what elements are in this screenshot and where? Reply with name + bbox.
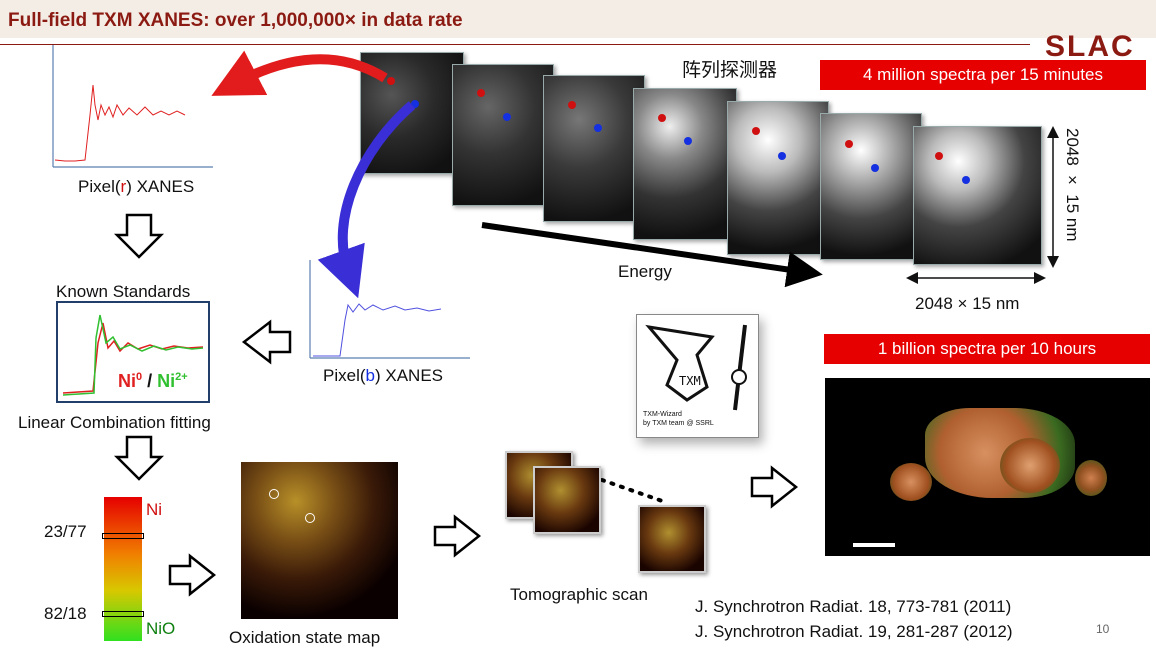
wizard-caption: TXM-Wizard by TXM team @ SSRL (643, 411, 714, 427)
tomo-thumb (638, 505, 706, 573)
particle (890, 463, 932, 501)
energy-label: Energy (618, 262, 672, 281)
particle (1075, 460, 1107, 496)
3d-rendering (825, 378, 1150, 556)
red-pixel-marker (568, 101, 576, 109)
right-arrow-icon (433, 514, 482, 558)
scale-bar (853, 543, 895, 547)
marker-circle (269, 489, 279, 499)
blue-pixel-marker (411, 100, 419, 108)
red-pixel-marker (935, 152, 943, 160)
pixel-r-label: Pixel(r) XANES (78, 177, 195, 196)
red-pixel-marker (387, 77, 395, 85)
blue-pixel-marker (594, 124, 602, 132)
xanes-plot-red (52, 45, 213, 168)
pixel-b-label: Pixel(b) XANES (323, 366, 444, 385)
page-number: 10 (1096, 622, 1110, 636)
standards-legend: Ni0 / Ni2+ (118, 371, 188, 391)
slac-logo: SLAC (1045, 30, 1135, 63)
lcf-label: Linear Combination fitting (18, 413, 211, 432)
blue-pixel-marker (871, 164, 879, 172)
red-pixel-marker (752, 127, 760, 135)
txm-wizard-logo: TXM TXM-Wizard by TXM team @ SSRL (636, 314, 759, 438)
down-arrow-icon (113, 213, 165, 259)
known-standards-label: Known Standards (56, 282, 191, 301)
red-curved-arrow (211, 50, 388, 96)
wizard-icon: TXM (645, 324, 747, 411)
scale-top-label: Ni (146, 500, 163, 519)
image-tile (727, 101, 829, 255)
banner-1-billion: 1 billion spectra per 10 hours (824, 334, 1150, 364)
image-tile (452, 64, 554, 206)
tomo-thumb (533, 466, 601, 534)
marker-circle (305, 513, 315, 523)
blue-pixel-marker (962, 176, 970, 184)
reference-2: J. Synchrotron Radiat. 19, 281-287 (2012… (695, 622, 1013, 641)
scale-marker-82-18 (102, 611, 144, 617)
image-tile (633, 88, 737, 240)
standards-plot (62, 314, 204, 396)
oxidation-map-label: Oxidation state map (229, 628, 381, 647)
slide-title: Full-field TXM XANES: over 1,000,000× in… (8, 10, 463, 31)
svg-text:TXM: TXM (679, 374, 701, 388)
blue-pixel-marker (503, 113, 511, 121)
red-pixel-marker (477, 89, 485, 97)
red-pixel-marker (658, 114, 666, 122)
red-pixel-marker (845, 140, 853, 148)
scale-mark-1: 23/77 (44, 522, 87, 541)
tomographic-scan-label: Tomographic scan (510, 585, 648, 604)
blue-pixel-marker (684, 137, 692, 145)
ni2-curve (62, 314, 204, 396)
standards-plot-box: Ni0 / Ni2+ (56, 301, 210, 403)
particle (1000, 438, 1060, 493)
xanes-plot-blue (309, 260, 470, 359)
blue-pixel-marker (778, 152, 786, 160)
tomo-dots (600, 478, 667, 504)
reference-1: J. Synchrotron Radiat. 18, 773-781 (2011… (695, 597, 1012, 616)
energy-arrow (481, 222, 823, 288)
banner-4-million: 4 million spectra per 15 minutes (820, 60, 1146, 90)
bottom-dimension-label: 2048 × 15 nm (915, 294, 1020, 313)
side-dimension-label: 2048 × 15 nm (1063, 128, 1082, 242)
scale-mark-2: 82/18 (44, 604, 87, 623)
scale-marker-23-77 (102, 533, 144, 539)
title-rule (0, 44, 1030, 45)
xanes-curve-blue (313, 303, 442, 357)
scale-bottom-label: NiO (146, 619, 176, 638)
right-arrow-icon (750, 465, 799, 509)
oxidation-color-scale (102, 497, 144, 641)
image-tile (360, 52, 464, 174)
oxidation-state-map (241, 462, 398, 619)
right-arrow-icon (168, 553, 217, 597)
down-arrow-icon (113, 435, 165, 481)
left-arrow-icon (241, 319, 292, 365)
blue-curved-arrow (317, 101, 416, 299)
title-bar (0, 0, 1156, 38)
image-tile (913, 126, 1042, 265)
detector-label: 阵列探测器 (682, 59, 778, 81)
xanes-curve-red (54, 84, 186, 162)
